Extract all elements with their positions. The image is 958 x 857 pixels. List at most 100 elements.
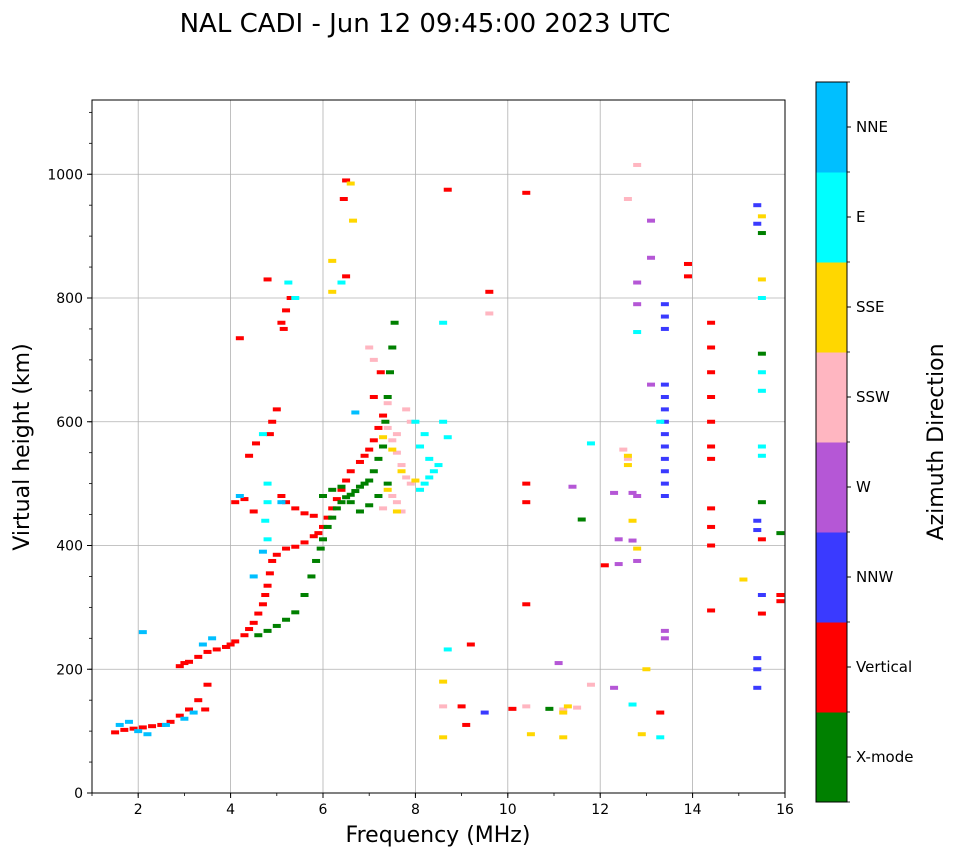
data-point bbox=[282, 546, 291, 551]
data-point bbox=[129, 726, 138, 731]
data-point bbox=[388, 438, 397, 443]
colorbar-tick-label: NNE bbox=[856, 118, 888, 136]
colorbar-tick-label: W bbox=[856, 478, 871, 496]
data-point bbox=[328, 289, 337, 294]
data-point bbox=[360, 481, 369, 486]
data-point bbox=[757, 296, 766, 300]
data-point bbox=[328, 515, 337, 520]
series-e bbox=[258, 280, 766, 740]
data-point bbox=[383, 481, 392, 486]
data-point bbox=[757, 370, 766, 375]
data-point bbox=[614, 562, 623, 567]
data-point bbox=[323, 524, 332, 529]
data-point bbox=[757, 351, 766, 356]
data-point bbox=[342, 478, 351, 483]
data-point bbox=[647, 382, 656, 387]
chart-title: NAL CADI - Jun 12 09:45:00 2023 UTC bbox=[180, 9, 671, 39]
data-point bbox=[457, 704, 466, 709]
data-point bbox=[416, 444, 425, 449]
data-point bbox=[660, 469, 669, 474]
data-point bbox=[633, 280, 642, 285]
data-point bbox=[707, 608, 716, 613]
data-point bbox=[623, 453, 632, 458]
colorbar-segment bbox=[816, 712, 847, 803]
data-point bbox=[753, 685, 762, 690]
data-point bbox=[707, 506, 716, 511]
data-point bbox=[319, 494, 327, 498]
data-point bbox=[312, 558, 321, 563]
data-point bbox=[776, 599, 785, 604]
series-w bbox=[554, 218, 669, 690]
series-vertical bbox=[111, 178, 785, 735]
data-point bbox=[258, 602, 267, 607]
data-point bbox=[263, 277, 272, 282]
colorbar-tick-label: SSE bbox=[856, 298, 885, 316]
data-point bbox=[753, 221, 762, 226]
data-point bbox=[614, 537, 623, 542]
y-tick-label: 800 bbox=[56, 291, 83, 307]
data-point bbox=[388, 345, 397, 350]
colorbar-segment bbox=[816, 172, 847, 263]
data-point bbox=[656, 419, 665, 424]
data-point bbox=[201, 707, 210, 712]
data-point bbox=[258, 549, 267, 554]
data-point bbox=[753, 667, 762, 672]
data-point bbox=[194, 654, 203, 659]
data-point bbox=[554, 661, 563, 666]
data-point bbox=[111, 730, 120, 735]
data-point bbox=[254, 633, 263, 638]
data-point bbox=[439, 679, 448, 684]
data-point bbox=[282, 308, 291, 313]
data-point bbox=[392, 432, 401, 437]
data-point bbox=[166, 719, 175, 724]
data-point bbox=[342, 274, 351, 279]
data-point bbox=[522, 190, 531, 195]
data-point bbox=[185, 707, 194, 712]
data-point bbox=[439, 419, 448, 424]
data-point bbox=[365, 478, 374, 483]
data-point bbox=[134, 729, 143, 734]
data-point bbox=[633, 330, 642, 335]
data-point bbox=[420, 432, 429, 437]
data-point bbox=[707, 444, 716, 449]
data-point bbox=[272, 407, 281, 412]
data-point bbox=[369, 438, 378, 443]
data-point bbox=[245, 453, 254, 458]
colorbar-tick-label: Vertical bbox=[856, 658, 912, 676]
data-point bbox=[633, 546, 642, 551]
data-point bbox=[739, 577, 748, 582]
data-point bbox=[619, 447, 628, 452]
data-point bbox=[633, 302, 642, 307]
data-point bbox=[753, 656, 762, 661]
data-point bbox=[600, 563, 609, 568]
data-point bbox=[623, 197, 632, 201]
data-point bbox=[272, 623, 281, 628]
series-nnw bbox=[480, 203, 766, 715]
data-point bbox=[231, 500, 240, 505]
data-point bbox=[610, 685, 619, 690]
data-point bbox=[282, 500, 291, 505]
series-x-mode bbox=[254, 231, 785, 711]
data-point bbox=[439, 704, 448, 709]
data-point bbox=[355, 459, 364, 464]
data-point bbox=[402, 407, 411, 412]
data-point bbox=[508, 706, 517, 711]
data-point bbox=[757, 231, 766, 236]
data-point bbox=[263, 481, 272, 486]
data-point bbox=[249, 574, 258, 579]
data-point bbox=[660, 395, 669, 399]
x-tick-label: 8 bbox=[411, 802, 420, 818]
data-point bbox=[443, 647, 452, 652]
data-point bbox=[753, 518, 762, 523]
colorbar-segment bbox=[816, 262, 847, 353]
data-point bbox=[300, 593, 309, 597]
data-point bbox=[656, 710, 665, 715]
data-point bbox=[235, 336, 244, 341]
data-point bbox=[559, 707, 568, 712]
data-point bbox=[707, 456, 716, 461]
data-point bbox=[385, 370, 394, 375]
data-point bbox=[439, 320, 448, 325]
data-point bbox=[115, 722, 124, 727]
data-point bbox=[707, 395, 716, 399]
data-point bbox=[148, 724, 157, 729]
